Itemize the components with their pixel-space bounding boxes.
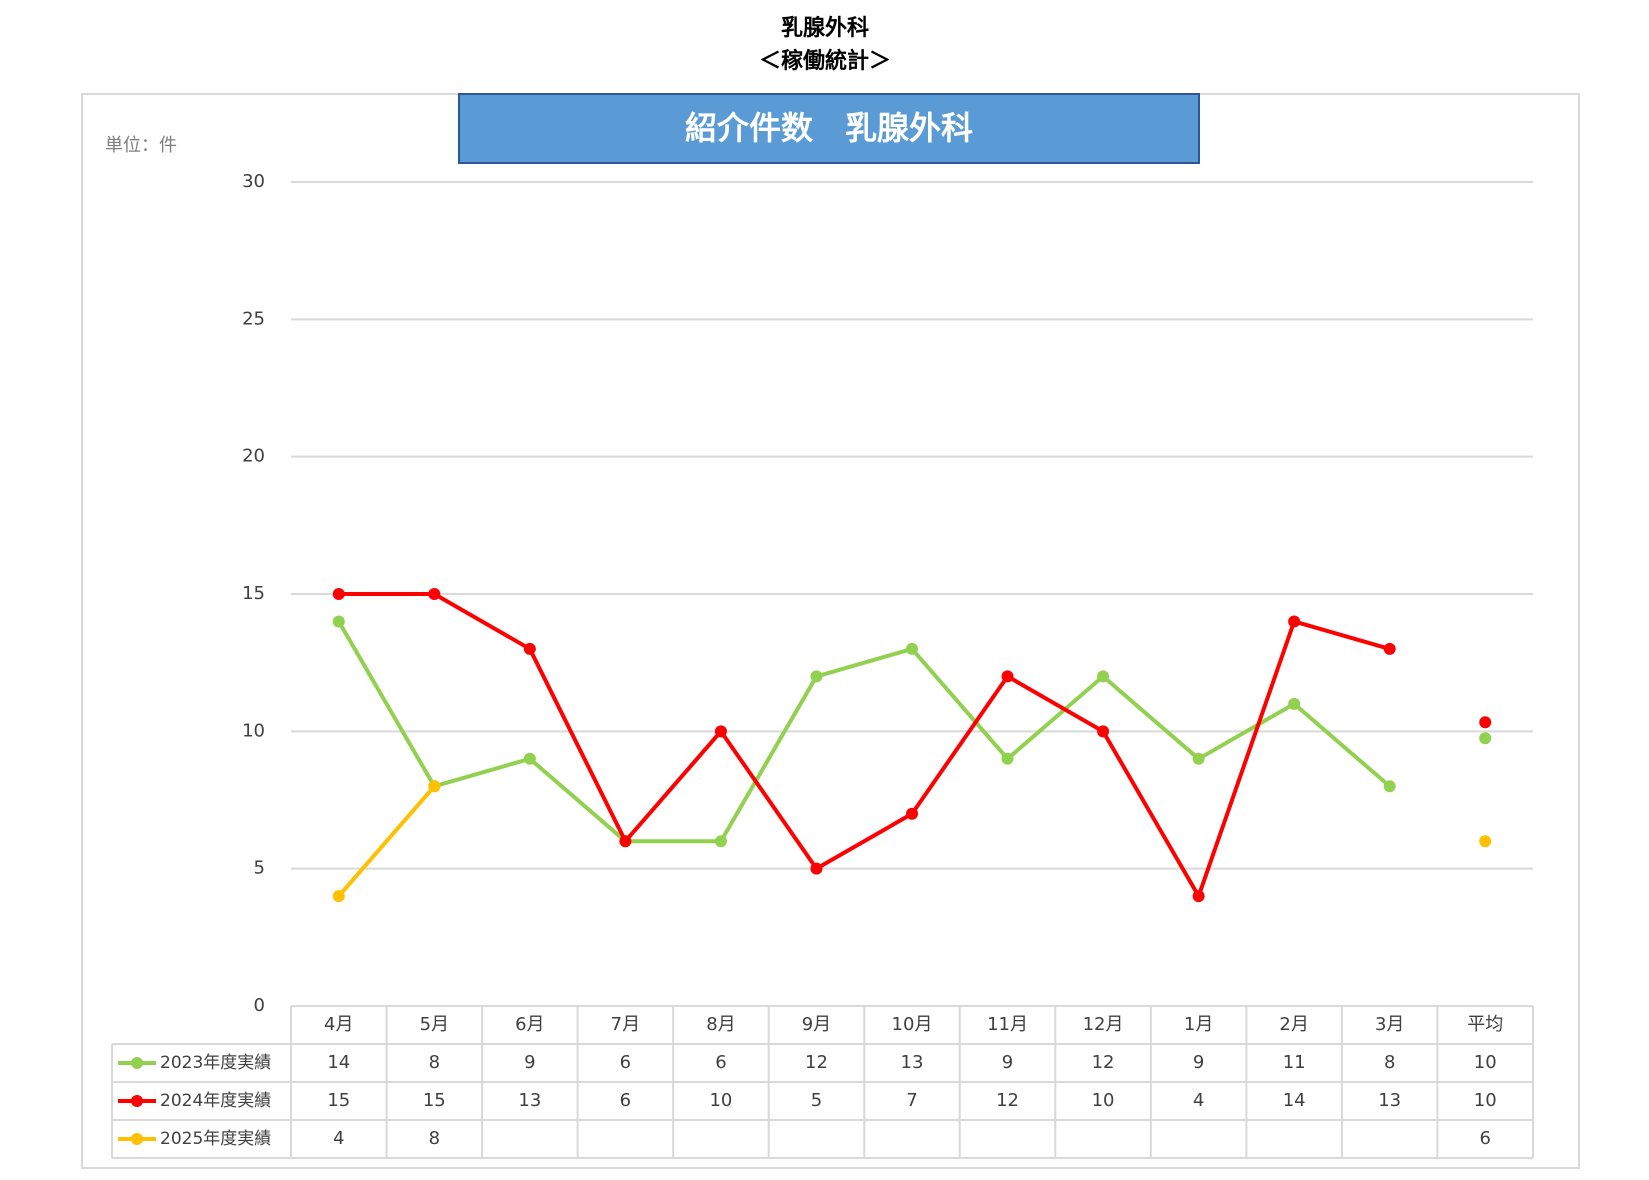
point — [906, 642, 918, 655]
point — [810, 670, 823, 683]
point — [1192, 752, 1205, 765]
legend-marker — [131, 1057, 143, 1069]
x-tick-label: 9月 — [802, 1014, 831, 1035]
table-value: 9 — [1193, 1052, 1204, 1073]
x-tick-label: 4月 — [324, 1014, 353, 1035]
point — [906, 807, 918, 820]
y-tick-label: 30 — [242, 171, 265, 192]
table-value: 9 — [524, 1052, 535, 1073]
table-value: 5 — [811, 1090, 822, 1111]
x-tick-label: 5月 — [420, 1014, 449, 1035]
table-value: 10 — [1092, 1090, 1115, 1111]
point — [1288, 615, 1301, 628]
table-value: 11 — [1283, 1052, 1306, 1073]
y-tick-label: 5 — [254, 858, 265, 879]
table-value: 9 — [1002, 1052, 1013, 1073]
title-box — [458, 93, 1200, 164]
point — [1097, 725, 1110, 738]
legend-label: 2025年度実績 — [160, 1129, 271, 1149]
average-point — [1479, 732, 1492, 745]
page-subtitle: ＜稼働統計＞ — [759, 48, 891, 74]
point — [1192, 890, 1205, 903]
point — [714, 835, 727, 848]
point — [523, 752, 536, 765]
legend-marker — [131, 1133, 143, 1145]
unit-label: 単位：件 — [105, 135, 177, 156]
point — [1383, 780, 1396, 793]
table-value: 15 — [327, 1090, 350, 1111]
point — [810, 862, 823, 875]
table-average: 6 — [1480, 1128, 1491, 1149]
table-value: 6 — [620, 1052, 631, 1073]
point — [714, 725, 727, 738]
table-value: 13 — [901, 1052, 924, 1073]
point — [1001, 752, 1014, 765]
legend-marker — [131, 1095, 143, 1107]
chart-title: 紹介件数 乳腺外科 — [685, 109, 973, 147]
point — [332, 588, 345, 600]
table-value: 8 — [429, 1052, 440, 1073]
x-tick-label: 2月 — [1279, 1014, 1308, 1035]
table-value: 13 — [1378, 1090, 1401, 1111]
table-value: 4 — [333, 1128, 344, 1149]
y-tick-label: 15 — [242, 583, 265, 604]
table-value: 4 — [1193, 1090, 1204, 1111]
point — [1001, 670, 1014, 683]
page-title: 乳腺外科 — [781, 15, 869, 41]
table-value: 10 — [709, 1090, 732, 1111]
table-value: 6 — [715, 1052, 726, 1073]
y-tick-label: 0 — [254, 995, 265, 1016]
x-tick-label: 10月 — [892, 1014, 933, 1035]
y-tick-label: 25 — [242, 308, 265, 329]
table-value: 12 — [996, 1090, 1019, 1111]
point — [332, 890, 345, 903]
table-value: 6 — [620, 1090, 631, 1111]
x-tick-label: 11月 — [987, 1014, 1028, 1035]
point — [428, 588, 441, 600]
y-tick-label: 20 — [242, 446, 265, 467]
table-value: 12 — [1092, 1052, 1115, 1073]
table-value: 12 — [805, 1052, 828, 1073]
table-average: 10 — [1474, 1090, 1497, 1111]
table-value: 8 — [429, 1128, 440, 1149]
x-tick-label: 12月 — [1083, 1014, 1124, 1035]
legend-label: 2023年度実績 — [160, 1053, 271, 1073]
table-value: 8 — [1384, 1052, 1395, 1073]
x-tick-label: 6月 — [515, 1014, 544, 1035]
point — [428, 780, 441, 793]
average-point — [1479, 716, 1492, 729]
y-tick-label: 10 — [242, 720, 265, 741]
point — [619, 835, 632, 848]
series-line — [337, 620, 1391, 844]
x-tick-label: 平均 — [1467, 1014, 1503, 1035]
table-value: 15 — [423, 1090, 446, 1111]
point — [1097, 670, 1110, 683]
table-value: 13 — [518, 1090, 541, 1111]
table-average: 10 — [1474, 1052, 1497, 1073]
point — [1383, 642, 1396, 655]
table-value: 7 — [906, 1090, 917, 1111]
average-point — [1479, 835, 1492, 848]
table-value: 14 — [327, 1052, 350, 1073]
point — [523, 642, 536, 655]
point — [332, 615, 345, 628]
table-value: 14 — [1283, 1090, 1306, 1111]
series-line — [338, 592, 1391, 899]
x-tick-label: 3月 — [1375, 1014, 1404, 1035]
point — [1288, 697, 1301, 710]
legend-label: 2024年度実績 — [160, 1091, 271, 1111]
x-tick-label: 1月 — [1184, 1014, 1213, 1035]
x-tick-label: 8月 — [706, 1014, 735, 1035]
x-tick-label: 7月 — [611, 1014, 640, 1035]
series-line — [337, 784, 436, 898]
